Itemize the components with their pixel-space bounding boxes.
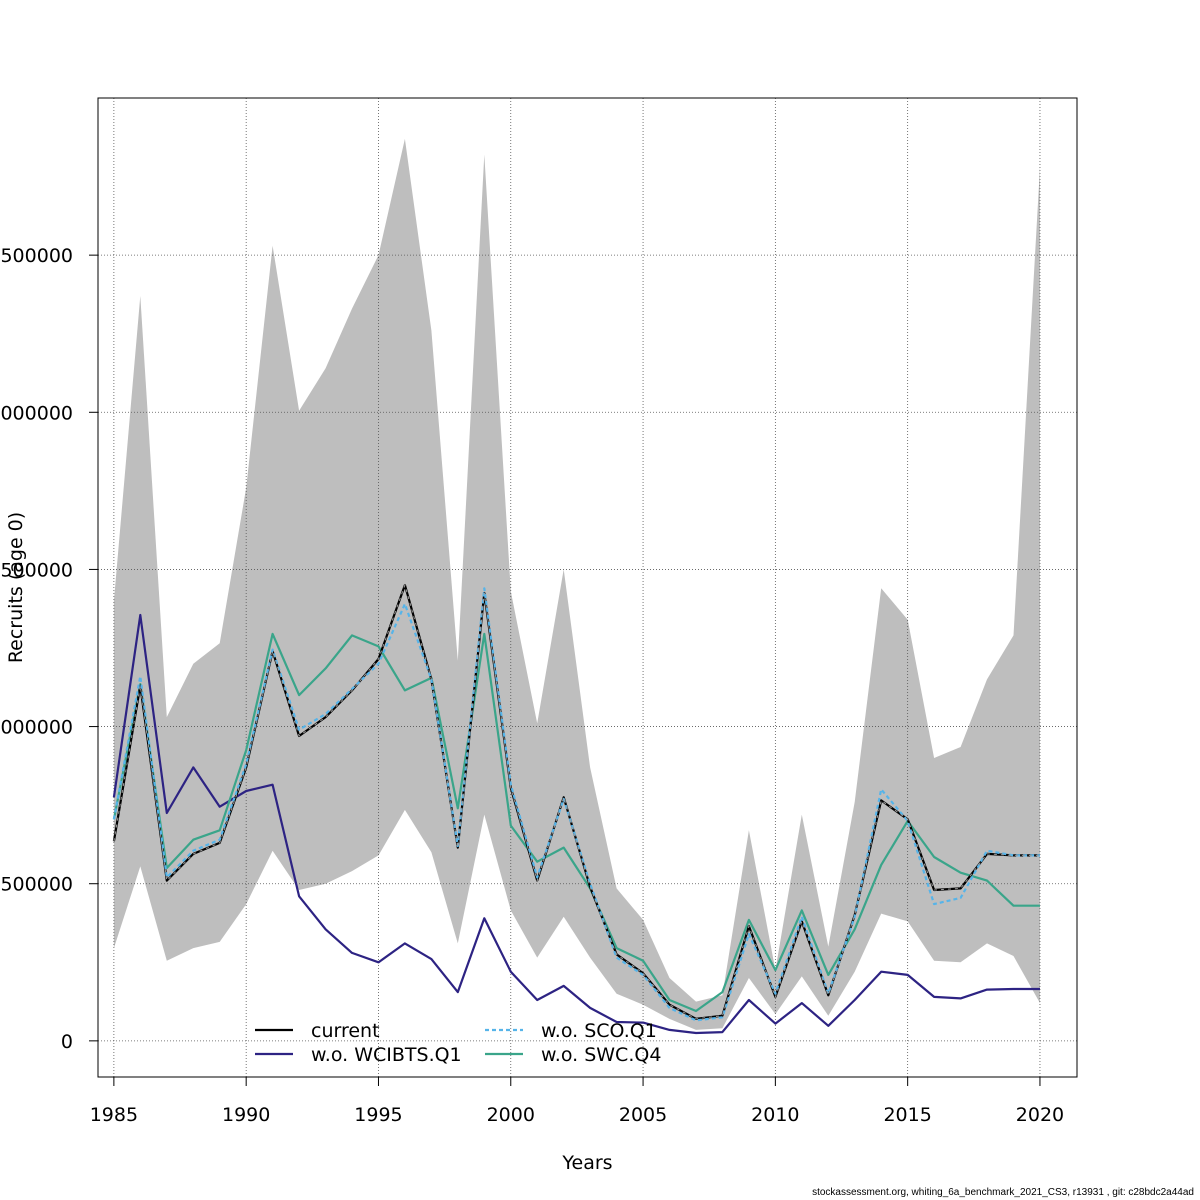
series-line-w-o-wcibts-q1 [112, 613, 1040, 1035]
x-tick-label: 1990 [222, 1104, 270, 1126]
series-layer [112, 583, 1040, 1035]
y-tick-label: 2000000 [0, 402, 73, 424]
x-tick-label: 2000 [487, 1104, 535, 1126]
legend-label: w.o. SCO.Q1 [541, 1020, 657, 1042]
x-axis: 1985 1990 1995 2000 2005 2010 2015 2020 [90, 1077, 1064, 1126]
x-tick-label: 1985 [90, 1104, 138, 1126]
series-line-w-o-swc-q4 [112, 632, 1040, 1013]
x-tick-label: 2015 [883, 1104, 931, 1126]
y-tick-label: 0 [61, 1031, 73, 1053]
x-tick-label: 2010 [751, 1104, 799, 1126]
x-tick-label: 2005 [619, 1104, 667, 1126]
y-tick-label: 1500000 [0, 559, 73, 581]
confidence-band-layer [113, 138, 1040, 1030]
series-line-current-overlay [113, 583, 1040, 1020]
x-axis-title: Years [561, 1152, 612, 1174]
legend-label: w.o. WCIBTS.Q1 [311, 1044, 462, 1066]
y-tick-label: 500000 [0, 874, 73, 896]
legend-label: w.o. SWC.Q4 [541, 1044, 661, 1066]
y-axis: 0 500000 1000000 1500000 2000000 2500000 [0, 245, 98, 1053]
legend-label: current [311, 1020, 380, 1042]
y-tick-label: 2500000 [0, 245, 73, 267]
plot-frame [97, 97, 1078, 1078]
x-tick-label: 1995 [354, 1104, 402, 1126]
footer-credit: stockassessment.org, whiting_6a_benchmar… [812, 1187, 1194, 1198]
y-tick-label: 1000000 [0, 717, 73, 739]
x-tick-label: 2020 [1016, 1104, 1064, 1126]
y-axis-title: Recruits (age 0) [5, 512, 27, 663]
confidence-band [113, 138, 1040, 1030]
